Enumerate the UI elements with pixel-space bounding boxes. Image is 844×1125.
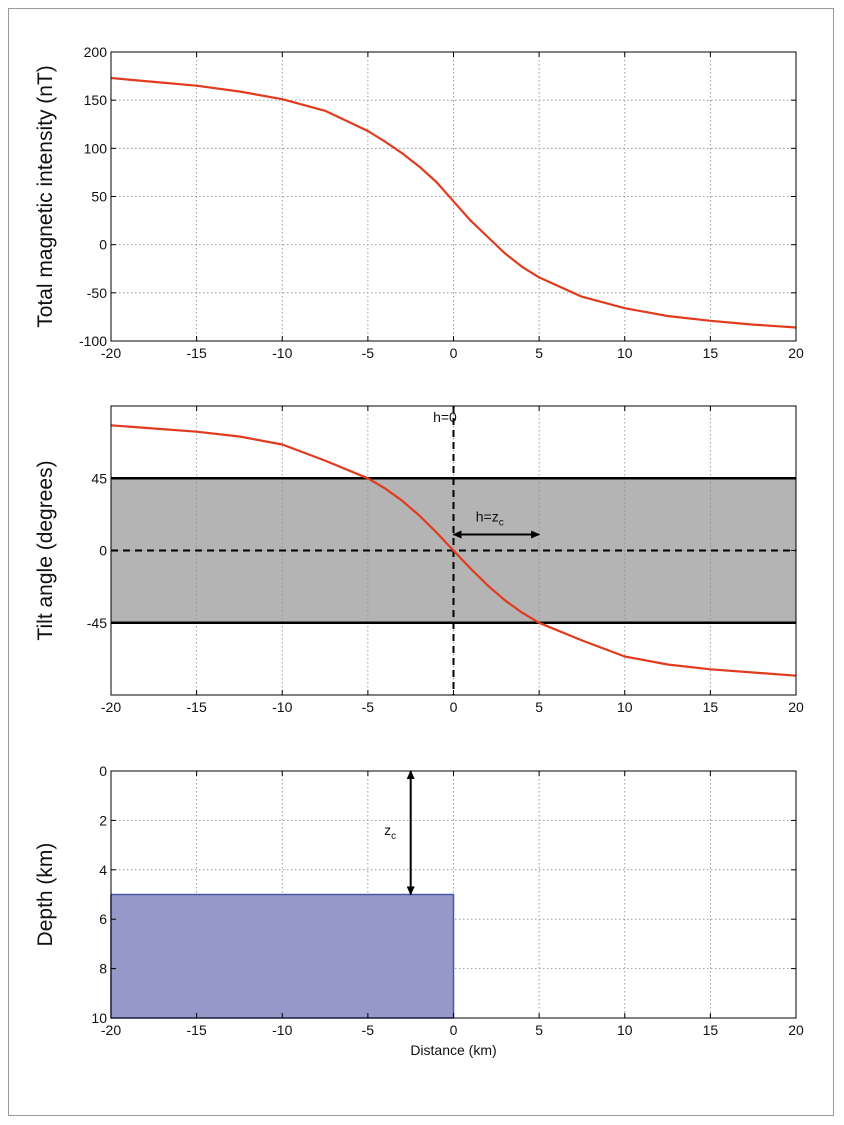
y-tick-label: 0: [99, 763, 107, 779]
y-tick-label: 4: [99, 862, 107, 878]
x-tick-label: -20: [101, 345, 121, 361]
magnetic-intensity-panel: -20 -15 -10 -5 0 5 10 15 20-100-50050100150200To…: [34, 44, 804, 361]
x-tick-label: -5: [362, 345, 375, 361]
annotation-label: h=0: [433, 409, 457, 425]
x-tick-label: 0: [450, 1022, 458, 1038]
y-tick-label: -45: [87, 615, 107, 631]
annotation-label: h=zc: [476, 509, 504, 529]
depth-panel: zc -20 -15 -10 -5 0 5 10 15 20 0 2 4 6 8 10 Depth (km) Di…: [34, 763, 804, 1058]
y-tick-label: 0: [99, 543, 107, 559]
y-axis-label: Total magnetic intensity (nT): [34, 65, 57, 328]
x-tick-label: -5: [362, 699, 375, 715]
x-tick-label: -10: [272, 345, 292, 361]
annotation-subscript: c: [499, 518, 504, 529]
x-tick-label: 20: [788, 699, 804, 715]
series-line: [110, 424, 797, 677]
y-axis-label: Depth (km): [34, 843, 57, 947]
y-tick-label: 200: [84, 44, 108, 60]
x-tick-label: -10: [272, 1022, 292, 1038]
x-tick-label: 5: [535, 1022, 543, 1038]
y-tick-label: 10: [91, 1010, 107, 1026]
x-tick-label: 20: [788, 1022, 804, 1038]
tilt-angle-panel: h=0 h=zc -20 -15 -10 -5 0 5 10 15 20 -45 0 45 Tilt ang…: [34, 405, 804, 715]
y-tick-label: 6: [99, 911, 107, 927]
x-tick-label: -15: [187, 1022, 207, 1038]
x-tick-label: -15: [187, 699, 207, 715]
annotation-main: h=z: [476, 509, 499, 525]
annotation-main: z: [384, 822, 391, 838]
y-tick-label: 50: [91, 189, 107, 205]
y-tick-label: 150: [84, 92, 108, 108]
x-tick-label: 0: [450, 345, 458, 361]
x-tick-label: 20: [788, 345, 804, 361]
y-tick-label: 100: [84, 140, 108, 156]
y-tick-label: 8: [99, 961, 107, 977]
x-tick-label: 10: [617, 699, 633, 715]
y-axis-label: Tilt angle (degrees): [34, 460, 57, 640]
x-tick-label: 5: [535, 699, 543, 715]
x-tick-label: 15: [703, 699, 719, 715]
x-tick-label: -5: [362, 1022, 375, 1038]
x-tick-label: 0: [450, 699, 458, 715]
x-tick-label: 15: [703, 1022, 719, 1038]
x-tick-label: -20: [101, 1022, 121, 1038]
x-tick-label: -20: [101, 699, 121, 715]
y-tick-label: 2: [99, 812, 107, 828]
y-tick-label: 0: [99, 237, 107, 253]
y-tick-label: -50: [87, 285, 107, 301]
x-tick-label: 10: [617, 345, 633, 361]
y-tick-label: -100: [79, 333, 107, 349]
x-tick-label: 5: [535, 345, 543, 361]
x-tick-label: 15: [703, 345, 719, 361]
annotation-label: zc: [384, 822, 396, 842]
x-axis-label: Distance (km): [410, 1042, 496, 1058]
y-tick-label: 45: [91, 470, 107, 486]
x-tick-label: 10: [617, 1022, 633, 1038]
x-tick-label: -15: [187, 345, 207, 361]
annotation-subscript: c: [391, 831, 396, 842]
x-tick-label: -10: [272, 699, 292, 715]
source-block: [110, 893, 455, 1019]
series-line: [110, 76, 797, 329]
